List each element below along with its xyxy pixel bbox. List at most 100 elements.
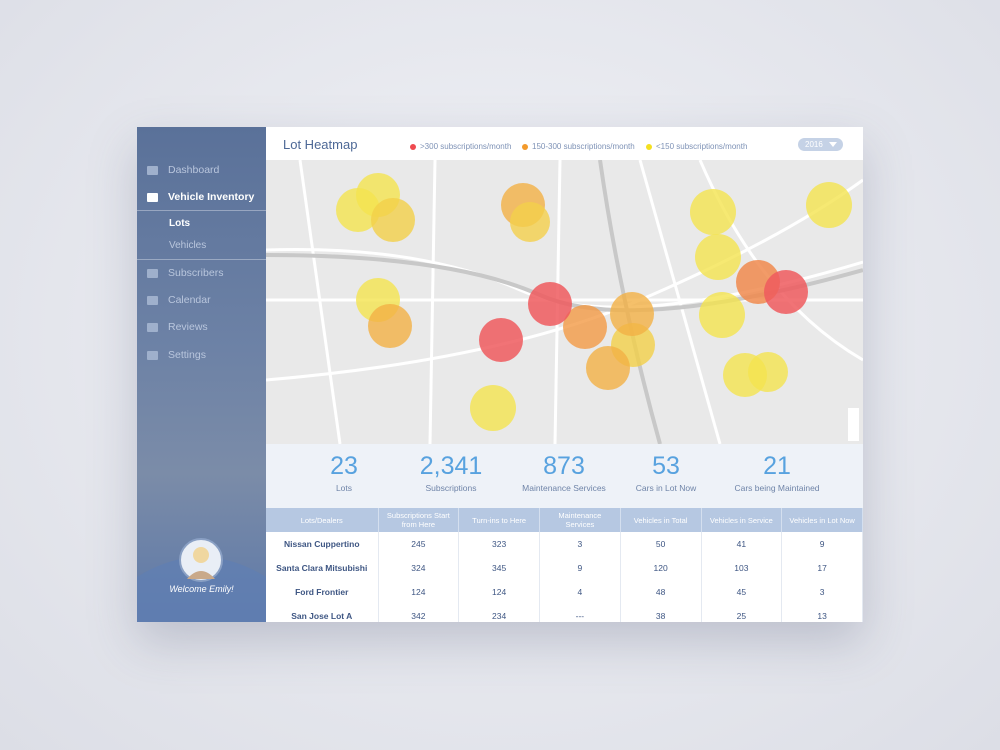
heat-spot-low: [748, 352, 788, 392]
heat-spot-low: [470, 385, 516, 431]
avatar-face: [193, 547, 209, 563]
heat-spot-high: [764, 270, 808, 314]
legend-label: 150-300 subscriptions/month: [532, 142, 635, 151]
table-header: Lots/Dealers Subscriptions Start from Her…: [266, 508, 863, 532]
table-cell: 3: [539, 532, 621, 556]
table-row: Nissan Cuppertino 245 323 3 50 41 9: [266, 532, 863, 556]
nav-label: Subscribers: [168, 267, 224, 279]
stat-label: Cars in Lot Now: [635, 483, 697, 493]
table-cell: 124: [378, 580, 460, 604]
nav-label: Settings: [168, 349, 206, 361]
table-cell: 342: [378, 604, 460, 622]
sidebar-wave: [137, 557, 266, 622]
table-cell: 9: [781, 532, 863, 556]
column-header: Maintenance Services: [539, 508, 621, 532]
heat-spot-mid: [610, 292, 654, 336]
table-cell: 45: [701, 580, 783, 604]
dashboard-card: Welcome Emily! Dashboard Vehicle Inventor…: [137, 127, 863, 622]
table-cell: 124: [458, 580, 540, 604]
heat-spot-high: [528, 282, 572, 326]
year-dropdown[interactable]: 2016: [798, 138, 843, 151]
heat-spot-low: [695, 234, 741, 280]
nav-divider: [137, 259, 266, 260]
heat-spots: [336, 173, 852, 431]
legend-item: 150-300 subscriptions/month: [522, 142, 635, 151]
nav-divider: [137, 210, 266, 211]
table-cell: 17: [781, 556, 863, 580]
table-cell: 50: [620, 532, 702, 556]
heat-spot-high: [479, 318, 523, 362]
heat-spot-low: [699, 292, 745, 338]
heat-spot-mid: [586, 346, 630, 390]
stats-row: 23 Lots 2,341 Subscriptions 873 Maintenance S…: [266, 444, 863, 508]
table-cell: Ford Frontier: [266, 580, 379, 604]
table-cell: 25: [701, 604, 783, 622]
legend-label: <150 subscriptions/month: [656, 142, 748, 151]
table-cell: 120: [620, 556, 702, 580]
column-header: Subscriptions Start from Here: [378, 508, 460, 532]
nav-icon: [147, 165, 158, 175]
nav-item[interactable]: Subscribers: [137, 260, 266, 286]
legend-item: >300 subscriptions/month: [410, 142, 511, 151]
nav-item[interactable]: Calendar: [137, 287, 266, 313]
sidebar: Welcome Emily! Dashboard Vehicle Inventor…: [137, 127, 266, 622]
column-header: Lots/Dealers: [266, 508, 379, 532]
nav-item[interactable]: Dashboard: [137, 157, 266, 183]
legend-dot: [646, 143, 652, 150]
column-header: Vehicles in Lot Now: [781, 508, 863, 532]
table-cell: 38: [620, 604, 702, 622]
subnav-item[interactable]: Lots: [169, 218, 191, 229]
stat-value: 23: [330, 452, 358, 480]
stat: 2,341 Subscriptions: [420, 452, 483, 493]
subnav-item[interactable]: Vehicles: [169, 240, 207, 251]
avatar-body: [187, 571, 215, 579]
stat-value: 53: [652, 452, 680, 480]
table-cell: 345: [458, 556, 540, 580]
legend-dot: [410, 143, 416, 150]
heatmap: [266, 160, 863, 444]
table-row: Santa Clara Mitsubishi 324 345 9 120 103 17: [266, 556, 863, 580]
nav-label: Reviews: [168, 321, 208, 333]
column-header: Turn-ins to Here: [458, 508, 540, 532]
nav-icon: [147, 322, 158, 332]
table-cell: 324: [378, 556, 460, 580]
zoom-control[interactable]: [848, 408, 859, 441]
legend-item: <150 subscriptions/month: [646, 142, 747, 151]
nav-label: Calendar: [168, 294, 211, 306]
heat-spot-low: [371, 198, 415, 242]
table-body: Nissan Cuppertino 245 323 3 50 41 9 Santa Clara…: [266, 532, 863, 622]
stat-label: Maintenance Services: [522, 483, 606, 493]
nav-icon: [147, 350, 158, 360]
legend-dot: [522, 143, 528, 150]
nav-item[interactable]: Vehicle Inventory: [137, 184, 266, 210]
stat: 21 Cars being Maintained: [734, 452, 819, 493]
table-cell: 234: [458, 604, 540, 622]
table-row: Ford Frontier 124 124 4 48 45 3: [266, 580, 863, 604]
nav-icon: [147, 268, 158, 278]
column-header: Vehicles in Total: [620, 508, 702, 532]
stat: 23 Lots: [330, 452, 358, 493]
table-row: San Jose Lot A 342 234 --- 38 25 13: [266, 604, 863, 622]
table-cell: 41: [701, 532, 783, 556]
stat-label: Lots: [335, 483, 353, 493]
heat-spot-mid: [510, 202, 550, 242]
table-cell: Nissan Cuppertino: [266, 532, 379, 556]
nav-item[interactable]: Reviews: [137, 314, 266, 340]
nav-label: Dashboard: [168, 164, 220, 176]
stat-value: 2,341: [419, 452, 483, 480]
table-cell: 9: [539, 556, 621, 580]
table-cell: 245: [378, 532, 460, 556]
table-cell: 323: [458, 532, 540, 556]
stat: 53 Cars in Lot Now: [636, 452, 696, 493]
nav-item[interactable]: Settings: [137, 342, 266, 368]
table-cell: San Jose Lot A: [266, 604, 379, 622]
stat-label: Subscriptions: [425, 483, 477, 493]
main-panel: Lot Heatmap 2016: [266, 127, 863, 622]
nav-icon: [147, 295, 158, 305]
table-cell: 48: [620, 580, 702, 604]
sidebar-decor: [137, 538, 266, 622]
heat-spot-mid: [563, 305, 607, 349]
table-cell: ---: [539, 604, 621, 622]
heat-spot-mid: [368, 304, 412, 348]
